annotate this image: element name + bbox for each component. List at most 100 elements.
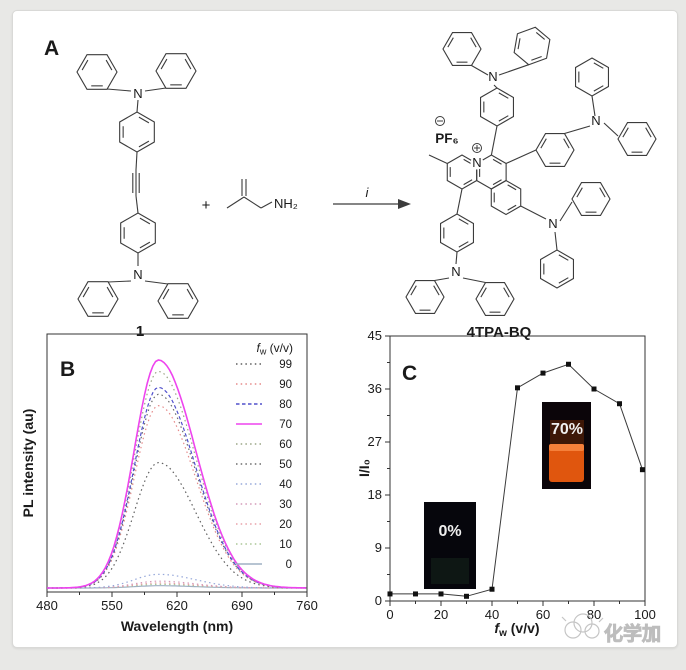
panel-b-x-axis-title: Wavelength (nm)	[121, 618, 233, 634]
product-name-label: 4TPA-BQ	[467, 324, 532, 341]
x-tick-label: 480	[36, 598, 58, 613]
watermark: 化学加	[561, 613, 661, 645]
faint-residual-glow	[431, 558, 469, 584]
benzene-ring	[442, 31, 482, 67]
data-point-50	[515, 385, 520, 391]
panel-a-reaction-scheme: A N N 1 + NH₂ i PF₆	[44, 26, 657, 341]
x-tick-label: 760	[296, 598, 318, 613]
aromatic-inner-bond	[540, 138, 547, 149]
inset-70pct-label: 70%	[551, 421, 583, 438]
legend: 99 90 80 70 60 50 40 30 20 10 0	[236, 359, 292, 571]
legend-item-0: 0	[286, 559, 292, 571]
legend-item-70: 70	[279, 419, 292, 431]
legend-item-30: 30	[279, 499, 292, 511]
plus-sign: +	[202, 197, 211, 214]
y-tick-label: 18	[368, 487, 382, 502]
y-tick-label: 36	[368, 381, 382, 396]
bond	[505, 149, 537, 165]
x-tick-label: 690	[231, 598, 253, 613]
orange-emissive-liquid	[549, 444, 584, 482]
benzene-ring	[76, 54, 118, 90]
aromatic-inner-bond	[463, 179, 473, 186]
product-4tpabq-structure	[405, 26, 657, 317]
aromatic-inner-bond	[593, 85, 604, 92]
bond	[520, 205, 547, 220]
bond	[243, 196, 262, 209]
figure-card	[12, 10, 678, 648]
aromatic-inner-bond	[498, 115, 509, 122]
x-tick-label: 20	[434, 607, 448, 622]
benzene-ring	[77, 281, 119, 317]
benzene-ring	[439, 213, 475, 253]
benzene-ring	[574, 57, 610, 97]
aromatic-inner-bond	[184, 58, 192, 70]
legend-item-20: 20	[279, 519, 292, 531]
panel-c-x-axis-title: fw (v/v)	[494, 620, 539, 639]
spectrum-curve-60	[47, 370, 307, 589]
aromatic-inner-bond	[492, 158, 502, 165]
aromatic-inner-bond	[458, 218, 469, 225]
panel-b-pl-spectra-chart: 480 550 620 690 760 99 90 80 70 60 50 40 30 20 10 0 B W…	[20, 333, 318, 634]
benzene-ring	[405, 279, 445, 315]
aromatic-inner-bond	[433, 285, 440, 296]
aromatic-inner-bond	[186, 288, 194, 300]
nitrogen-atom-label: N	[133, 267, 142, 282]
bond	[144, 87, 167, 92]
nitrogen-atom-label: N	[548, 216, 557, 231]
aromatic-inner-bond	[593, 62, 604, 69]
reaction-arrow: i	[333, 185, 411, 209]
bond	[559, 201, 573, 222]
spectrum-curve-50	[47, 393, 307, 589]
data-point-80	[591, 386, 597, 392]
atom-background	[470, 156, 484, 170]
y-tick-label: 27	[368, 434, 382, 449]
aromatic-inner-bond	[139, 217, 151, 225]
aromatic-inner-bond	[82, 286, 90, 298]
legend-item-99: 99	[279, 359, 292, 371]
legend-item-10: 10	[279, 539, 292, 551]
data-point-30	[464, 593, 469, 599]
watermark-cloud-logo-icon	[561, 613, 604, 639]
benzene-ring	[479, 87, 515, 127]
bond	[144, 280, 169, 285]
aromatic-inner-bond	[106, 286, 114, 298]
bond	[498, 64, 529, 76]
spectrum-curve-80	[47, 386, 307, 589]
bond	[591, 95, 596, 117]
benzene-ring	[617, 121, 657, 157]
watermark-brand-text: 化学加	[604, 622, 661, 645]
aromatic-inner-bond	[81, 59, 89, 71]
bond	[428, 154, 448, 164]
aromatic-inner-bond	[558, 277, 569, 284]
liquid-surface-highlight	[549, 444, 584, 451]
vial-neck-glow	[550, 420, 584, 447]
y-tick-label: 9	[375, 540, 382, 555]
data-point-99	[639, 467, 645, 473]
reactant-1-structure	[76, 53, 199, 319]
legend-item-60: 60	[279, 439, 292, 451]
x-tick-label: 620	[166, 598, 188, 613]
bond	[554, 231, 558, 251]
bond	[135, 151, 138, 171]
aromatic-inner-bond	[105, 59, 113, 71]
benzene-ring	[539, 249, 575, 289]
bond	[135, 195, 139, 214]
legend-item-40: 40	[279, 479, 292, 491]
benzene-ring	[490, 179, 522, 216]
benzene-ring	[475, 281, 515, 317]
inset-photo-0pct: 0%	[424, 502, 476, 589]
minus-charge-icon	[435, 116, 445, 126]
benzene-ring	[155, 53, 197, 89]
y-tick-label: 45	[368, 328, 382, 343]
legend-title: fw (v/v)	[256, 341, 293, 357]
panel-b-label: B	[60, 358, 75, 381]
aromatic-inner-bond	[535, 31, 546, 40]
inset-0pct-label: 0%	[438, 523, 461, 540]
aromatic-inner-bond	[410, 285, 417, 296]
panel-c-aie-curve-chart: 0 9 18 27 36 45 0 20 40 60 80 100 C I/I₀ fw (v/v) 0…	[356, 328, 656, 639]
aromatic-inner-bond	[160, 58, 168, 70]
x-tick-label: 0	[386, 607, 393, 622]
inset-photo-70pct: 70%	[542, 402, 591, 489]
benzene-ring	[513, 26, 551, 66]
